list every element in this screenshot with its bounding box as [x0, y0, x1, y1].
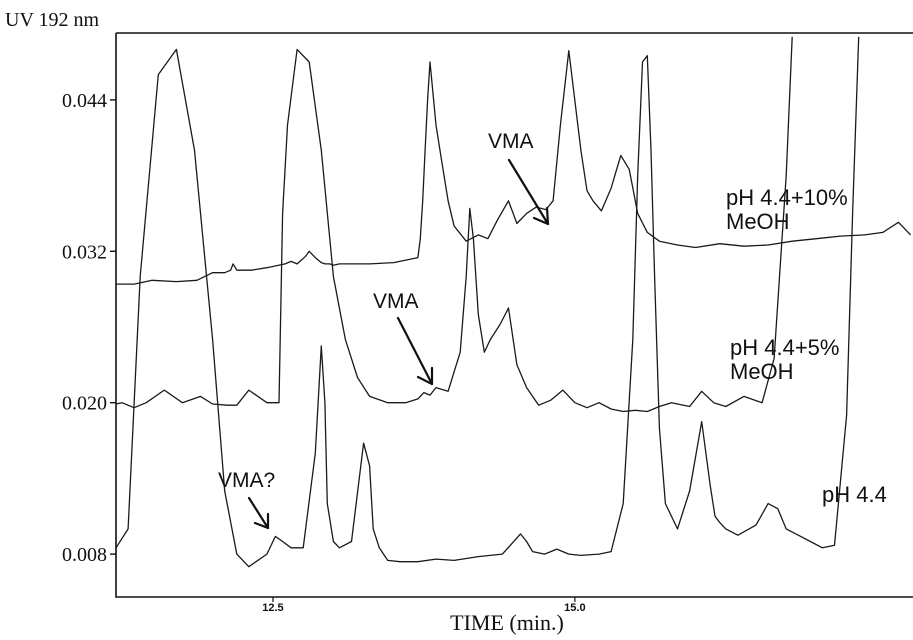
- series-label-line: MeOH: [730, 359, 794, 384]
- series-label-line: pH 4.4: [822, 482, 887, 507]
- x-axis-label: TIME (min.): [450, 610, 564, 635]
- y-axis-label: UV 192 nm: [5, 9, 100, 31]
- y-tick-label: 0.008: [62, 544, 107, 566]
- annotation-vma-ph44: VMA?: [218, 469, 275, 530]
- series-line-0: [116, 50, 912, 285]
- annotation-arrow: [247, 496, 270, 530]
- series-line-1: [115, 36, 793, 413]
- annotation-arrow-head: [253, 512, 270, 530]
- series-label-line: MeOH: [726, 209, 790, 234]
- annotation-label: VMA: [488, 130, 534, 153]
- annotation-label: VMA?: [218, 469, 275, 492]
- axis-frame: [115, 33, 913, 598]
- series-label-5pct-meoh: pH 4.4+5% MeOH: [730, 335, 839, 384]
- annotation-arrow-head: [416, 366, 434, 386]
- series-label-10pct-meoh: pH 4.4+10% MeOH: [726, 185, 848, 234]
- annotation-vma-10pct: VMA: [488, 130, 550, 226]
- axes: [115, 32, 913, 598]
- y-tick-label: 0.032: [62, 241, 107, 263]
- y-tick-label: 0.020: [62, 393, 107, 415]
- annotation-label: VMA: [373, 290, 419, 313]
- series-line-2: [115, 36, 860, 568]
- annotation-vma-5pct: VMA: [373, 290, 434, 386]
- annotation-arrow: [507, 158, 550, 226]
- traces: [115, 36, 912, 568]
- annotation-arrow-head: [532, 206, 550, 226]
- series-label-line: pH 4.4+10%: [726, 185, 848, 210]
- y-tick-label: 0.044: [62, 90, 107, 112]
- series-label-ph44: pH 4.4: [822, 482, 887, 507]
- series-label-line: pH 4.4+5%: [730, 335, 839, 360]
- x-tick-label: 12.5: [262, 602, 283, 614]
- x-tick-label: 15.0: [564, 602, 585, 614]
- ticks: 0.008 0.020 0.032 0.044 12.5 15.0: [62, 90, 586, 614]
- annotation-arrow: [396, 316, 434, 386]
